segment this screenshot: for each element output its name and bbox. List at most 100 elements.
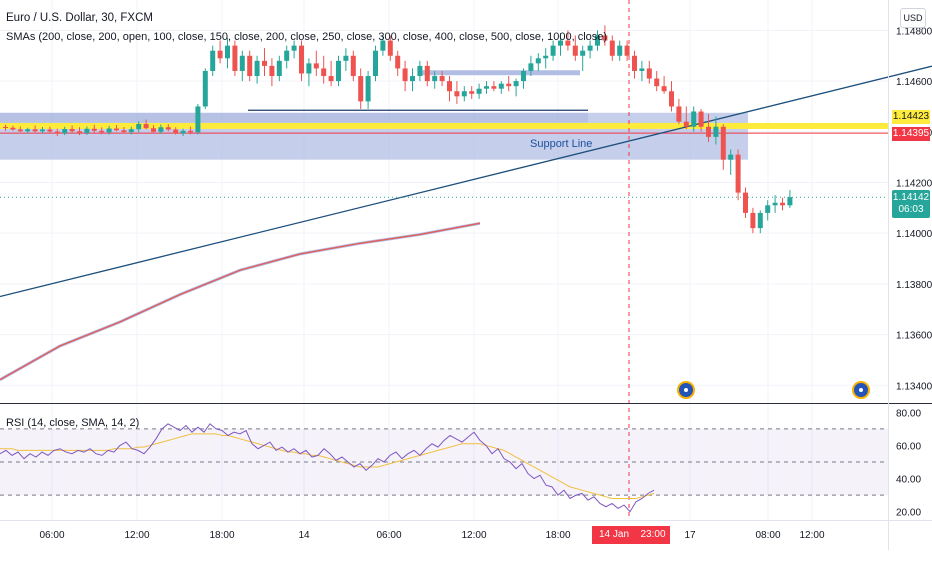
candle-body[interactable]	[232, 45, 238, 71]
candle-body[interactable]	[40, 129, 45, 132]
candle-body[interactable]	[595, 35, 600, 46]
event-marker-1[interactable]	[677, 381, 695, 399]
candle-body[interactable]	[558, 40, 563, 46]
candle-body[interactable]	[565, 40, 571, 46]
candle-body[interactable]	[632, 55, 637, 71]
candle-body[interactable]	[343, 55, 349, 61]
candle-body[interactable]	[195, 106, 201, 133]
candle-body[interactable]	[424, 65, 430, 82]
candle-body[interactable]	[395, 55, 401, 69]
candle-body[interactable]	[491, 86, 497, 89]
candle-body[interactable]	[173, 129, 179, 134]
candle-body[interactable]	[114, 128, 119, 131]
candle-body[interactable]	[676, 106, 682, 122]
candle-body[interactable]	[299, 45, 304, 74]
candle-body[interactable]	[528, 63, 534, 71]
candle-body[interactable]	[247, 55, 253, 77]
candle-body[interactable]	[136, 123, 142, 130]
candle-body[interactable]	[106, 128, 112, 133]
candle-body[interactable]	[269, 65, 275, 77]
chart-canvas[interactable]: 1.148001.146001.144001.142001.140001.138…	[0, 0, 932, 550]
candle-body[interactable]	[47, 129, 53, 132]
candle-body[interactable]	[210, 50, 216, 71]
candle-body[interactable]	[358, 76, 364, 102]
candle-body[interactable]	[306, 63, 312, 74]
candle-body[interactable]	[373, 50, 378, 77]
candle-body[interactable]	[484, 86, 489, 89]
candle-body[interactable]	[498, 83, 504, 89]
time-axis[interactable]: 06:00 12:00 18:00 14 06:00 12:00 18:00 17 08:00 1…	[0, 520, 932, 542]
candle-body[interactable]	[691, 111, 697, 127]
trendline[interactable]	[0, 65, 932, 298]
candle-body[interactable]	[706, 126, 711, 137]
candle-body[interactable]	[380, 40, 386, 51]
candle-body[interactable]	[720, 126, 726, 160]
candle-body[interactable]	[535, 58, 541, 64]
candle-body[interactable]	[84, 128, 90, 134]
candle-body[interactable]	[654, 78, 660, 87]
candle-body[interactable]	[735, 154, 741, 193]
candle-body[interactable]	[410, 76, 415, 82]
candle-body[interactable]	[151, 128, 156, 132]
candle-body[interactable]	[202, 70, 208, 107]
candle-body[interactable]	[624, 45, 630, 56]
candle-body[interactable]	[54, 131, 60, 134]
candle-body[interactable]	[543, 55, 549, 59]
candle-body[interactable]	[521, 70, 526, 82]
candle-body[interactable]	[328, 76, 334, 82]
currency-button[interactable]: USD	[900, 8, 926, 28]
candle-body[interactable]	[646, 68, 652, 79]
candle-body[interactable]	[387, 40, 393, 56]
candle-body[interactable]	[461, 91, 467, 97]
candle-body[interactable]	[3, 126, 8, 128]
candle-body[interactable]	[787, 197, 793, 206]
candle-body[interactable]	[469, 91, 475, 94]
candle-body[interactable]	[336, 60, 341, 82]
sma-legend[interactable]: SMAs (200, close, 200, open, 100, close,…	[6, 31, 608, 43]
candle-body[interactable]	[580, 50, 586, 56]
candle-body[interactable]	[476, 88, 482, 94]
candlesticks[interactable]	[3, 25, 793, 234]
candle-body[interactable]	[225, 45, 230, 59]
candle-body[interactable]	[572, 45, 578, 56]
candle-body[interactable]	[402, 68, 408, 82]
candle-body[interactable]	[17, 129, 23, 132]
event-marker-2[interactable]	[852, 381, 870, 399]
candle-body[interactable]	[276, 60, 282, 77]
candle-body[interactable]	[165, 127, 171, 130]
candle-body[interactable]	[180, 130, 186, 134]
candle-body[interactable]	[32, 129, 38, 132]
candle-body[interactable]	[217, 50, 223, 59]
candle-body[interactable]	[121, 130, 127, 133]
candle-body[interactable]	[239, 55, 245, 71]
candle-body[interactable]	[350, 55, 356, 77]
candle-body[interactable]	[772, 202, 778, 206]
candle-body[interactable]	[69, 129, 75, 132]
candle-body[interactable]	[321, 68, 327, 77]
candle-body[interactable]	[254, 60, 260, 77]
candle-body[interactable]	[10, 127, 16, 130]
candle-body[interactable]	[25, 129, 31, 132]
candle-body[interactable]	[128, 129, 134, 133]
candle-body[interactable]	[587, 45, 593, 51]
candle-body[interactable]	[617, 45, 623, 56]
candle-body[interactable]	[262, 60, 267, 66]
candle-body[interactable]	[454, 91, 460, 97]
candle-body[interactable]	[743, 192, 748, 213]
candle-body[interactable]	[365, 76, 371, 102]
candle-body[interactable]	[780, 202, 785, 206]
candle-body[interactable]	[698, 111, 704, 127]
candle-body[interactable]	[432, 76, 438, 82]
candle-body[interactable]	[284, 50, 290, 61]
candle-body[interactable]	[291, 45, 297, 51]
candle-body[interactable]	[188, 130, 193, 133]
candle-body[interactable]	[513, 81, 519, 87]
symbol-title[interactable]: Euro / U.S. Dollar, 30, FXCM	[6, 12, 153, 24]
candle-body[interactable]	[417, 65, 423, 77]
candle-body[interactable]	[439, 76, 445, 82]
candle-body[interactable]	[765, 205, 771, 213]
candle-body[interactable]	[683, 121, 689, 127]
candle-body[interactable]	[550, 45, 556, 56]
candle-body[interactable]	[713, 126, 719, 137]
candle-body[interactable]	[750, 212, 756, 229]
